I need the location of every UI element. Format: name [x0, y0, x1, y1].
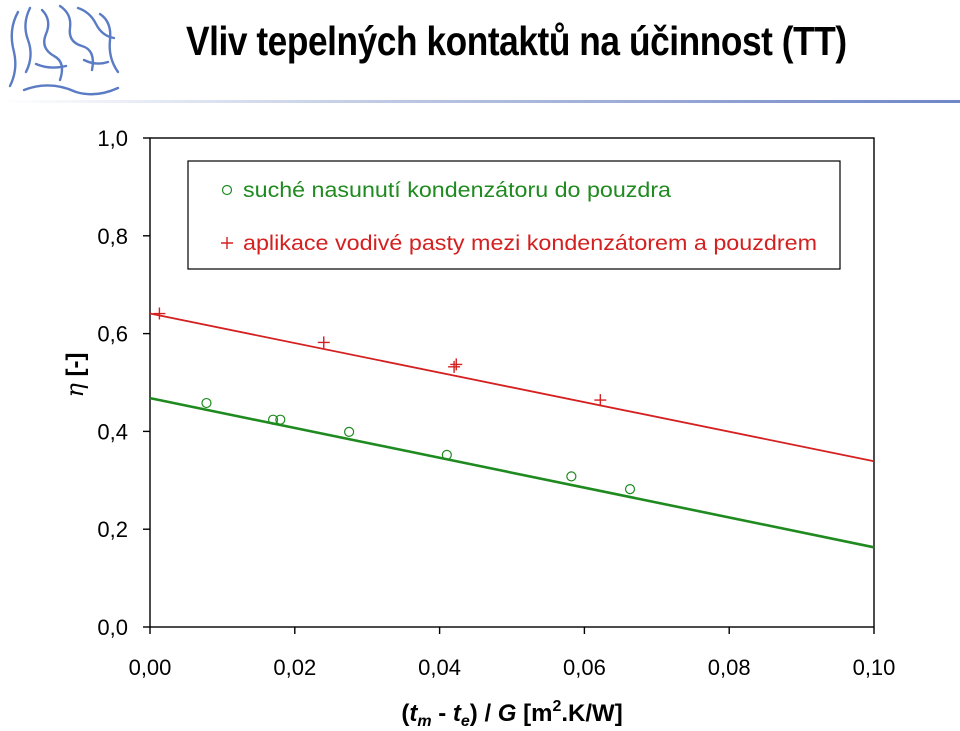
circle-marker: [441, 449, 452, 460]
axes: 0,0 0,2 0,4 0,6 0,8 1,0 0,00 0,02 0,04 0,06 0,08 0,…: [97, 126, 895, 680]
y-axis-title: η [-]: [61, 352, 89, 397]
plus-marker: [317, 336, 330, 349]
x-axis-open: (: [401, 700, 409, 727]
x-tick-label: 0,02: [273, 655, 316, 680]
y-axis-symbol: η: [61, 383, 89, 398]
x-tick-label: 0,10: [853, 655, 896, 680]
y-tick-label: 0,0: [97, 615, 128, 640]
legend-plus-icon: [221, 237, 233, 249]
x-axis-close: ): [470, 700, 478, 727]
fit-line-1: [149, 396, 875, 549]
circle-marker: [267, 414, 279, 425]
circle-marker: [566, 471, 577, 482]
x-tick-label: 0,00: [129, 655, 172, 680]
fit-lines: [149, 312, 875, 549]
x-axis-slash: /: [478, 700, 498, 727]
x-axis-minus: -: [432, 700, 453, 727]
y-tick-label: 0,6: [97, 322, 128, 347]
legend-box: [187, 160, 841, 270]
legend: suché nasunutí kondenzátoru do pouzdra ap…: [187, 160, 841, 270]
circle-marker: [275, 414, 286, 425]
x-axis-sub2: e: [461, 713, 470, 730]
plot-frame: [149, 137, 875, 628]
plus-marker: [450, 358, 463, 371]
y-axis-unit: [-]: [62, 352, 89, 383]
y-tick-label: 0,2: [97, 517, 128, 542]
fit-line-2: [149, 312, 875, 463]
plus-marker: [594, 394, 607, 407]
x-axis-sub1: m: [417, 713, 431, 730]
title-divider: [0, 100, 960, 103]
legend-circle-icon: [221, 184, 233, 196]
plus-marker: [153, 307, 166, 320]
y-tick-label: 1,0: [97, 126, 128, 151]
x-axis-unit-post: .K/W]: [561, 700, 622, 727]
efficiency-chart: 0,0 0,2 0,4 0,6 0,8 1,0 0,00 0,02 0,04 0,06 0,08 0,…: [61, 126, 895, 730]
circle-marker: [624, 484, 636, 495]
x-axis-sup: 2: [552, 698, 561, 715]
x-axis-unit-pre: [m: [516, 700, 552, 727]
y-tick-label: 0,4: [97, 419, 128, 444]
data-points: [153, 307, 636, 495]
page-title: Vliv tepelných kontaktů na účinnost (TT): [186, 18, 847, 64]
x-axis-title: (tm - te) / G [m2.K/W]: [401, 698, 622, 730]
circle-marker: [344, 426, 355, 437]
legend-label-1: suché nasunutí kondenzátoru do pouzdra: [243, 179, 671, 202]
x-axis-t1: t: [409, 700, 418, 727]
university-logo: [8, 4, 120, 96]
x-axis-t2: t: [453, 700, 462, 727]
x-tick-label: 0,04: [418, 655, 461, 680]
circle-marker: [201, 397, 212, 409]
x-tick-label: 0,06: [563, 655, 606, 680]
y-tick-label: 0,8: [97, 224, 128, 249]
plus-marker: [448, 360, 461, 373]
legend-label-2: aplikace vodivé pasty mezi kondenzátorem…: [243, 232, 817, 255]
x-tick-label: 0,08: [708, 655, 751, 680]
x-axis-g: G: [498, 700, 517, 727]
